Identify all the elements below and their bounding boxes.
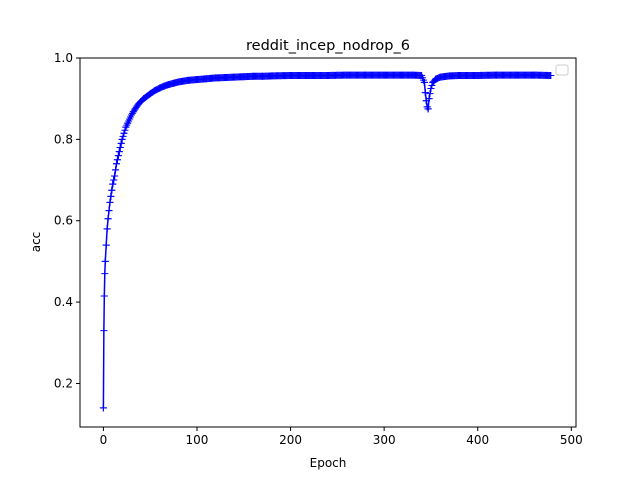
data-point (305, 71, 313, 79)
data-point (240, 73, 248, 81)
data-point (380, 71, 388, 79)
data-point (121, 126, 129, 134)
data-point (112, 160, 120, 168)
x-tick-label: 300 (373, 433, 396, 447)
data-point (118, 135, 126, 143)
data-point (151, 87, 159, 95)
data-point (142, 93, 150, 101)
data-point (102, 241, 110, 249)
data-point (156, 84, 164, 92)
data-point (113, 156, 121, 164)
data-point (424, 105, 432, 113)
data-point (117, 139, 125, 147)
data-point (361, 71, 369, 79)
y-tick-label: 0.4 (54, 295, 73, 309)
y-tick-label: 1.0 (54, 51, 73, 65)
data-point (425, 95, 433, 103)
data-point (174, 78, 182, 86)
series-markers-0 (99, 71, 555, 412)
data-point (114, 152, 122, 160)
data-point (432, 75, 440, 83)
data-point (436, 73, 444, 81)
data-point (184, 76, 192, 84)
data-point (324, 71, 332, 79)
x-tick-label: 0 (100, 433, 108, 447)
data-point (116, 144, 124, 152)
data-point (101, 257, 109, 265)
plot-area: 0 100 200 300 400 500 0.2 0.4 0.6 0.8 1.0 (54, 51, 583, 447)
data-point (230, 73, 238, 81)
data-point (446, 72, 454, 80)
data-point (343, 71, 351, 79)
data-point (105, 207, 113, 215)
data-point (99, 404, 107, 412)
x-axis-label: Epoch (310, 456, 347, 470)
data-point (418, 71, 426, 79)
data-point (428, 81, 436, 89)
y-tick-label: 0.2 (54, 376, 73, 390)
axes-frame (79, 57, 577, 428)
legend-box (555, 64, 569, 76)
data-point (103, 225, 111, 233)
data-point (126, 115, 134, 123)
data-point (547, 71, 555, 79)
data-point (110, 176, 118, 184)
data-point (100, 292, 108, 300)
y-axis-label: acc (29, 232, 43, 253)
data-point (474, 71, 482, 79)
data-point (511, 71, 519, 79)
x-tick-label: 100 (186, 433, 209, 447)
data-point (115, 148, 123, 156)
data-point (221, 74, 229, 82)
data-point (258, 72, 266, 80)
data-point (124, 119, 132, 127)
data-point (421, 89, 429, 97)
data-point (112, 166, 120, 174)
data-point (109, 180, 117, 188)
data-point (107, 192, 115, 200)
data-point (104, 215, 112, 223)
data-point (426, 90, 434, 98)
data-point (165, 80, 173, 88)
data-point (111, 172, 119, 180)
data-point (287, 71, 295, 79)
data-point (108, 186, 116, 194)
data-point (202, 75, 210, 83)
data-point (249, 72, 257, 80)
data-point (122, 123, 130, 131)
data-point (160, 82, 168, 90)
data-point (146, 90, 154, 98)
y-tick-label: 0.6 (54, 214, 73, 228)
data-point (420, 78, 428, 86)
data-point (399, 71, 407, 79)
data-point (170, 79, 178, 87)
x-tick-label: 200 (279, 433, 302, 447)
data-point (120, 129, 128, 137)
data-point (492, 71, 500, 79)
data-point (408, 71, 416, 79)
x-tick-label: 400 (466, 433, 489, 447)
data-point (100, 327, 108, 335)
data-point (119, 132, 127, 140)
x-tick-label: 500 (560, 433, 583, 447)
data-point (106, 198, 114, 206)
data-point (268, 72, 276, 80)
data-point (193, 76, 201, 84)
data-point (101, 270, 109, 278)
y-tick-label: 0.8 (54, 132, 73, 146)
data-point (427, 85, 435, 93)
data-point (455, 71, 463, 79)
data-point (530, 71, 538, 79)
data-point (212, 74, 220, 82)
chart-title: reddit_incep_nodrop_6 (246, 38, 410, 54)
